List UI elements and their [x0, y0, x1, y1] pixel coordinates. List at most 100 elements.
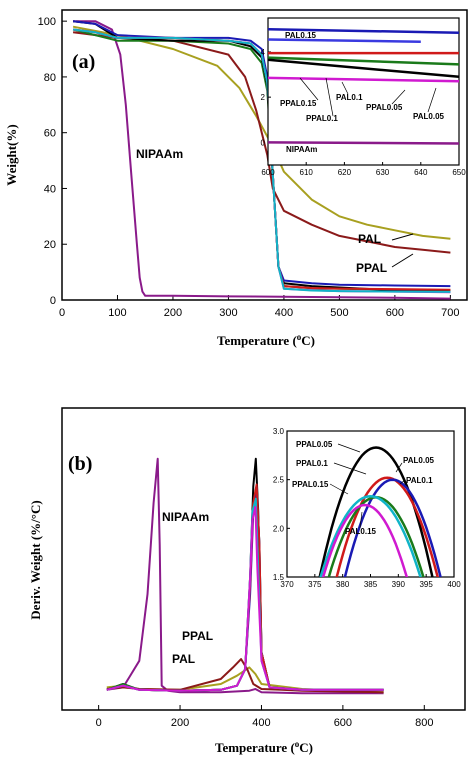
panel-b-inset-label-ppal0-15: PPAL0.15 [292, 480, 329, 489]
panel-b-inset-series-ppal0-15 [319, 494, 422, 577]
panel-a-inset-pointer [427, 87, 437, 113]
panel-b-x-tick-label: 600 [334, 717, 352, 729]
panel-a-pal-pointer [391, 233, 414, 241]
panel-a-x-ticks: 0 100 200 300 400 500 600 700 [59, 295, 460, 319]
panel-b-x-axis-label: Temperature (oC) [215, 739, 313, 755]
panel-a-inset-series-pal0-1 [267, 58, 460, 79]
panel-a-inset-label-ppal0-1: PPAL0.1 [306, 114, 338, 123]
panel-b-inset-label-pal0-1: PAL0.1 [406, 476, 433, 485]
panel-a-inset-x-tick-label: 640 [414, 168, 428, 177]
panel-a-y-tick-label: 80 [44, 72, 56, 84]
panel-b-inset-y-tick-label: 2.0 [273, 524, 285, 533]
panel-b-x-tick-label: 400 [252, 717, 270, 729]
panel-a-annotation-pal: PAL [358, 232, 381, 246]
panel-a-y-ticks: 0 20 40 60 80 100 [38, 16, 67, 307]
panel-a-label: (a) [72, 51, 95, 73]
panel-b-inset-label-ppal0-05: PPAL0.05 [296, 440, 333, 449]
panel-a-inset-frame [267, 17, 460, 166]
panel-b-series-nipaam [106, 457, 384, 695]
panel-a-inset-series-nipaam [267, 141, 460, 145]
panel-a-y-tick-label: 60 [44, 128, 56, 140]
panel-a-x-tick-label: 600 [386, 307, 404, 319]
panel-a-inset-label-nipaam: NIPAAm [286, 145, 317, 154]
panel-a-inset-pointer [325, 77, 334, 117]
panel-b-inset-pointer [333, 462, 367, 475]
panel-a-y-tick-label: 0 [50, 295, 56, 307]
panel-b-inset-x-tick-label: 380 [336, 580, 350, 589]
panel-a-inset-x-tick-label: 600 [261, 168, 275, 177]
panel-a-inset-x-tick-label: 620 [338, 168, 352, 177]
panel-b-inset-x-tick-label: 395 [419, 580, 433, 589]
panel-b-label: (b) [68, 453, 92, 475]
panel-a-inset-series [267, 28, 460, 145]
panel-a-x-tick-label: 500 [330, 307, 348, 319]
panel-a-y-tick-label: 20 [44, 239, 56, 251]
panel-b-inset-x-tick-label: 375 [308, 580, 322, 589]
panel-b-annotation-nipaam: NIPAAm [162, 510, 209, 524]
panel-b-inset-x-tick-label: 385 [364, 580, 378, 589]
panel-a-inset-x-tick-label: 610 [300, 168, 314, 177]
panel-b-inset-pointer [329, 483, 349, 495]
panel-a-inset-x-tick-label: 630 [376, 168, 390, 177]
panel-a-inset-y-tick-label: 2 [261, 93, 266, 102]
panel-a-y-tick-label: 100 [38, 16, 56, 28]
panel-a-inset-series-pal0-15 [267, 28, 460, 34]
panel-b-inset-label-ppal0-1: PPAL0.1 [296, 459, 328, 468]
panel-b-x-tick-label: 200 [171, 717, 189, 729]
panel-b-inset-y-tick-label: 1.5 [273, 573, 285, 582]
panel-b-series [106, 457, 384, 695]
panel-a-x-tick-label: 0 [59, 307, 65, 319]
panel-b-inset-x-tick-label: 370 [280, 580, 294, 589]
panel-b-inset-series-pal0-05 [335, 476, 439, 577]
panel-b-inset-y-tick-label: 2.5 [273, 476, 285, 485]
panel-a-x-tick-label: 100 [108, 307, 126, 319]
panel-a-x-axis-label: Temperature (oC) [217, 332, 315, 348]
panel-a-series-nipaam [73, 20, 451, 300]
panel-a-inset-label-pal0-1: PAL0.1 [336, 93, 363, 102]
panel-b-x-ticks: 0 200 400 600 800 [96, 705, 433, 729]
panel-b-annotation-ppal: PPAL [182, 629, 213, 643]
panel-b-x-tick-label: 0 [96, 717, 102, 729]
panel-a-inset-label-ppal0-05: PPAL0.05 [366, 103, 403, 112]
panel-b-inset-x-tick-label: 390 [392, 580, 406, 589]
panel-a-series-ppal0-15 [72, 28, 451, 293]
panel-b-series-pal0-15 [106, 506, 384, 692]
panel-a-inset-label-pal0-05: PAL0.05 [413, 112, 445, 121]
panel-a-inset-pointer [341, 81, 349, 95]
panel-b: 0 200 400 600 800 (b) NIPAAm PPAL PAL Temper… [28, 407, 466, 755]
panel-a-inset-pointer [391, 89, 406, 105]
panel-b-x-tick-label: 800 [415, 717, 433, 729]
panel-a-ppal-pointer [391, 253, 414, 268]
panel-b-inset-y-tick-label: 3.0 [273, 427, 285, 436]
panel-b-annotation-pal: PAL [172, 652, 195, 666]
panel-a-x-tick-label: 400 [275, 307, 293, 319]
panel-a-inset-series-ppal0-05 [267, 76, 460, 83]
panel-b-inset-pointer [399, 479, 406, 485]
panel-a-inset-series-ppal0-15-blue [267, 38, 421, 43]
panel-a-series-pal0-15 [72, 20, 451, 288]
panel-b-inset-x-tick-label: 400 [447, 580, 461, 589]
panel-b-inset-pointer [359, 511, 363, 529]
panel-a-x-tick-label: 700 [441, 307, 459, 319]
panel-b-inset: 370 375 380 385 390 395 400 1.5 2.0 2.5 3.0 PPAL0.… [273, 427, 461, 589]
panel-a-inset-labels: PAL0.15 PPAL0.15 PAL0.1 PPAL0.1 PPAL0.05 PAL0… [280, 31, 445, 154]
panel-b-inset-label-pal0-15: PAL0.15 [345, 527, 377, 536]
panel-b-inset-pointer [337, 443, 361, 453]
panel-a-series [72, 20, 451, 300]
panel-a-inset-label-pal0-15: PAL0.15 [285, 31, 317, 40]
panel-a-annotation-nipaam: NIPAAm [136, 147, 183, 161]
panel-b-inset-ticks: 370 375 380 385 390 395 400 1.5 2.0 2.5 3.0 [273, 427, 461, 589]
panel-b-inset-series-pal0-15 [321, 503, 409, 577]
panel-a-inset-y-tick-label: 0 [261, 138, 266, 147]
panel-a-inset-series-pal0-05 [267, 56, 460, 66]
panel-a-plot-frame [61, 9, 468, 301]
panel-a-y-axis-label: Weight(%) [4, 124, 19, 185]
panel-b-inset-label-pal0-05: PAL0.05 [403, 456, 435, 465]
panel-b-plot-frame [61, 407, 466, 711]
panel-b-inset-series-pal0-1 [343, 478, 442, 577]
panel-b-y-axis-label: Deriv. Weight (%/°C) [28, 500, 43, 619]
panel-a-x-tick-label: 200 [164, 307, 182, 319]
